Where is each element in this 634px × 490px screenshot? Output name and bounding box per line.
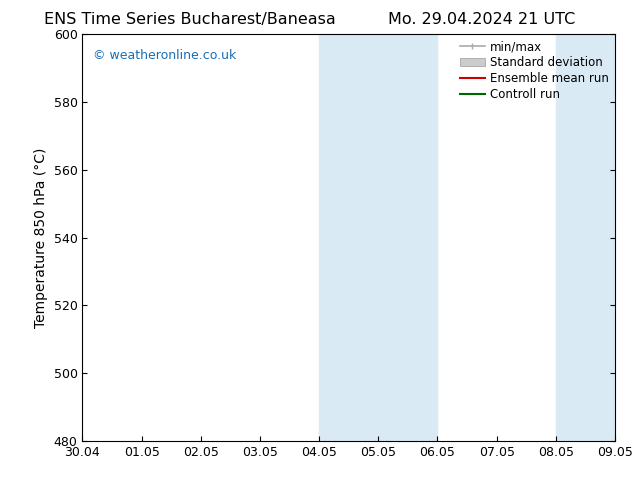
Y-axis label: Temperature 850 hPa (°C): Temperature 850 hPa (°C) xyxy=(34,147,48,328)
Bar xyxy=(319,34,437,441)
Bar xyxy=(556,34,615,441)
Legend: min/max, Standard deviation, Ensemble mean run, Controll run: min/max, Standard deviation, Ensemble me… xyxy=(457,38,611,103)
Text: © weatheronline.co.uk: © weatheronline.co.uk xyxy=(93,49,236,62)
Text: ENS Time Series Bucharest/Baneasa: ENS Time Series Bucharest/Baneasa xyxy=(44,12,336,27)
Text: Mo. 29.04.2024 21 UTC: Mo. 29.04.2024 21 UTC xyxy=(388,12,576,27)
